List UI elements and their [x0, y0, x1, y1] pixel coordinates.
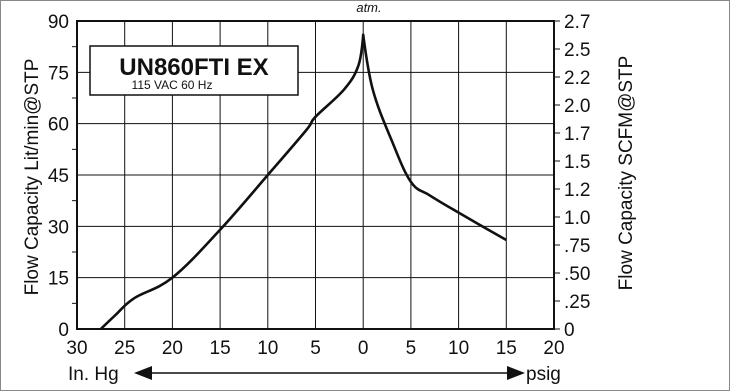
y-right-tick-label: .75 — [564, 236, 590, 257]
y-left-tick-label: 30 — [48, 217, 69, 238]
y-right-tick-label: .50 — [564, 264, 590, 285]
y-right-tick-label: .25 — [564, 292, 590, 313]
y-right-tick-label: 2.7 — [564, 12, 590, 33]
flow-capacity-curve — [99, 33, 507, 330]
x-axis-right-label: psig — [526, 364, 561, 385]
labels-layer: 30 25 20 15 10 5 0 5 10 15 2001530456075900.25.50.… — [48, 12, 591, 359]
y-right-tick-label: 1.2 — [564, 180, 590, 201]
x-tick-label: 20 — [162, 338, 183, 359]
x-tick-label: 25 — [114, 338, 135, 359]
x-tick-label: 15 — [496, 338, 517, 359]
y-right-tick-label: 2.2 — [564, 68, 590, 89]
y-right-tick-label: 1.5 — [564, 152, 590, 173]
y-left-tick-label: 90 — [48, 12, 69, 33]
y-left-tick-label: 75 — [48, 63, 69, 84]
y-left-tick-label: 0 — [58, 320, 69, 341]
y-right-tick-label: 2.5 — [564, 40, 590, 61]
plot-border — [76, 20, 555, 330]
y-axis-right-label: Flow Capacity SCFM@STP — [616, 56, 637, 291]
x-tick-label: 10 — [448, 338, 469, 359]
x-tick-label: 0 — [358, 338, 369, 359]
x-tick-label: 20 — [543, 338, 564, 359]
y-left-tick-label: 45 — [48, 166, 69, 187]
y-right-tick-label: 1.7 — [564, 124, 590, 145]
chart-subtitle: 115 VAC 60 Hz — [132, 78, 213, 92]
y-left-tick-label: 15 — [48, 269, 69, 290]
x-tick-label: 5 — [406, 338, 417, 359]
arrow-left-head — [134, 366, 152, 380]
x-axis-left-label: In. Hg — [68, 364, 119, 385]
y-right-tick-label: 0 — [564, 320, 575, 341]
x-tick-label: 30 — [66, 338, 87, 359]
atm-annotation: atm. — [356, 0, 381, 15]
y-axis-left-label: Flow Capacity Lit/min@STP — [22, 59, 43, 296]
x-tick-label: 15 — [210, 338, 231, 359]
title-box — [89, 45, 299, 96]
chart-title: UN860FTI EX — [119, 54, 268, 81]
y-right-tick-label: 2.0 — [564, 96, 590, 117]
y-right-tick-label: 1.0 — [564, 208, 590, 229]
series-layer — [99, 33, 507, 330]
arrow-right-head — [507, 366, 525, 380]
x-tick-label: 10 — [257, 338, 278, 359]
y-left-tick-label: 60 — [48, 115, 69, 136]
x-tick-label: 5 — [310, 338, 321, 359]
